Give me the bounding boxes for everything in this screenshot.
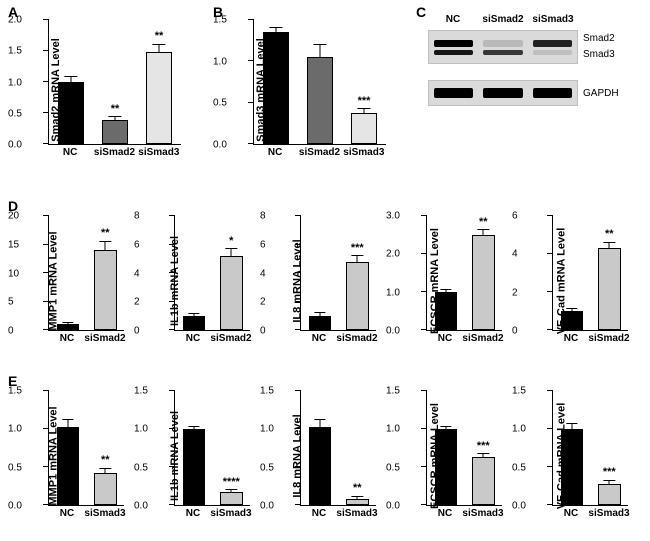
blot-label: Smad2 bbox=[577, 33, 615, 44]
bar bbox=[57, 427, 80, 505]
bar-chart: ***VE-Cad mRNA Level0.00.51.01.5NCsiSmad… bbox=[514, 383, 632, 528]
bar bbox=[94, 473, 117, 505]
figure: A****Smad2 mRNA Level0.00.51.01.52.0NCsi… bbox=[0, 0, 650, 541]
bar bbox=[220, 256, 243, 330]
lane-header: siSmad2 bbox=[482, 14, 523, 25]
y-axis-label: MMP1 mRNA Level bbox=[48, 406, 60, 505]
bar-chart: ***IL8 mRNA Level02468NCsiSmad2 bbox=[262, 208, 380, 353]
lane-header: NC bbox=[446, 14, 460, 25]
bar-chart: ****IL1b mRNA Level0.00.51.01.5NCsiSmad3 bbox=[136, 383, 254, 528]
y-axis-label: VE-Cad mRNA Level bbox=[555, 402, 567, 509]
x-axis-label: siSmad3 bbox=[138, 147, 179, 158]
x-axis-label: siSmad2 bbox=[84, 333, 125, 344]
x-axis-label: siSmad3 bbox=[588, 508, 629, 519]
bar bbox=[183, 429, 206, 505]
bar bbox=[472, 457, 495, 505]
x-axis-label: NC bbox=[63, 147, 77, 158]
x-axis-label: NC bbox=[564, 508, 578, 519]
bar bbox=[146, 52, 172, 144]
x-axis-label: siSmad2 bbox=[336, 333, 377, 344]
bar bbox=[351, 113, 377, 144]
bar-chart: **MMP1 mRNA Level05101520NCsiSmad2 bbox=[10, 208, 128, 353]
bar-chart: *IL1b mRNA Level02468NCsiSmad2 bbox=[136, 208, 254, 353]
significance-label: *** bbox=[603, 466, 616, 478]
x-axis-label: NC bbox=[564, 333, 578, 344]
bar bbox=[94, 250, 117, 330]
significance-label: ** bbox=[155, 30, 164, 42]
bar bbox=[309, 316, 332, 330]
blot-label: Smad3 bbox=[577, 49, 615, 60]
x-axis-label: NC bbox=[312, 508, 326, 519]
y-axis-label: IL1b mRNA Level bbox=[169, 410, 181, 500]
panel-e: E**MMP1 mRNA Level0.00.51.01.5NCsiSmad3*… bbox=[10, 375, 640, 530]
x-axis-label: NC bbox=[186, 333, 200, 344]
bar bbox=[307, 57, 333, 144]
x-axis-label: NC bbox=[438, 333, 452, 344]
significance-label: *** bbox=[358, 95, 371, 107]
bar bbox=[472, 235, 495, 330]
significance-label: *** bbox=[351, 242, 364, 254]
bar bbox=[220, 492, 243, 505]
bar bbox=[598, 484, 621, 505]
y-axis-label: VE-Cad mRNA Level bbox=[555, 227, 567, 334]
significance-label: ** bbox=[111, 103, 120, 115]
bar bbox=[183, 316, 206, 330]
x-axis-label: siSmad3 bbox=[84, 508, 125, 519]
y-axis-label: IL1b mRNA Level bbox=[169, 235, 181, 325]
significance-label: ** bbox=[605, 228, 614, 240]
x-axis-label: NC bbox=[60, 333, 74, 344]
blot-label: GAPDH bbox=[577, 88, 619, 99]
bar-chart: **ECSCR mRNA Level0.01.02.03.0NCsiSmad2 bbox=[388, 208, 506, 353]
x-axis-label: siSmad2 bbox=[588, 333, 629, 344]
x-axis-label: siSmad3 bbox=[336, 508, 377, 519]
x-axis-label: NC bbox=[438, 508, 452, 519]
significance-label: ** bbox=[101, 227, 110, 239]
x-axis-label: siSmad3 bbox=[343, 147, 384, 158]
x-axis-label: siSmad2 bbox=[462, 333, 503, 344]
bar bbox=[57, 324, 80, 330]
bar-chart: **MMP1 mRNA Level0.00.51.01.5NCsiSmad3 bbox=[10, 383, 128, 528]
panel-c: CNCsiSmad2siSmad3Smad2Smad3GAPDH bbox=[418, 6, 638, 166]
y-axis-label: IL8 mRNA Level bbox=[292, 239, 304, 322]
bar bbox=[598, 248, 621, 330]
panel-b: B***Smad3 mRNA Level0.00.51.01.5NCsiSmad… bbox=[215, 6, 390, 166]
bar bbox=[346, 262, 369, 330]
bar-chart: ***Smad3 mRNA Level0.00.51.01.5NCsiSmad2… bbox=[215, 12, 390, 167]
bar-chart: ****Smad2 mRNA Level0.00.51.01.52.0NCsiS… bbox=[10, 12, 185, 167]
x-axis-label: siSmad2 bbox=[94, 147, 135, 158]
significance-label: ** bbox=[479, 216, 488, 228]
y-axis-label: ECSCR mRNA Level bbox=[429, 403, 441, 509]
bar-chart: ***ECSCR mRNA Level0.00.51.01.5NCsiSmad3 bbox=[388, 383, 506, 528]
significance-label: * bbox=[229, 235, 233, 247]
panel-a: A****Smad2 mRNA Level0.00.51.01.52.0NCsi… bbox=[10, 6, 185, 166]
x-axis-label: siSmad2 bbox=[299, 147, 340, 158]
x-axis-label: NC bbox=[312, 333, 326, 344]
y-axis-label: MMP1 mRNA Level bbox=[48, 231, 60, 330]
significance-label: **** bbox=[223, 476, 240, 488]
blot-row: GAPDH bbox=[428, 80, 578, 106]
bar-chart: **VE-Cad mRNA Level0246NCsiSmad2 bbox=[514, 208, 632, 353]
bar bbox=[102, 120, 128, 144]
significance-label: ** bbox=[101, 454, 110, 466]
x-axis-label: siSmad3 bbox=[462, 508, 503, 519]
panel-label-c: C bbox=[416, 4, 426, 20]
x-axis-label: NC bbox=[186, 508, 200, 519]
significance-label: ** bbox=[353, 482, 362, 494]
panel-d: D**MMP1 mRNA Level05101520NCsiSmad2*IL1b… bbox=[10, 200, 640, 355]
lane-header: siSmad3 bbox=[532, 14, 573, 25]
bar bbox=[309, 427, 332, 505]
y-axis-label: ECSCR mRNA Level bbox=[429, 228, 441, 334]
y-axis-label: Smad2 mRNA Level bbox=[50, 38, 62, 142]
x-axis-label: NC bbox=[60, 508, 74, 519]
x-axis-label: siSmad2 bbox=[210, 333, 251, 344]
blot-row: Smad2Smad3 bbox=[428, 30, 578, 64]
bar-chart: **IL8 mRNA Level0.00.51.01.5NCsiSmad3 bbox=[262, 383, 380, 528]
y-axis-label: Smad3 mRNA Level bbox=[255, 38, 267, 142]
y-axis-label: IL8 mRNA Level bbox=[292, 414, 304, 497]
x-axis-label: NC bbox=[268, 147, 282, 158]
bar bbox=[346, 499, 369, 505]
x-axis-label: siSmad3 bbox=[210, 508, 251, 519]
significance-label: *** bbox=[477, 440, 490, 452]
